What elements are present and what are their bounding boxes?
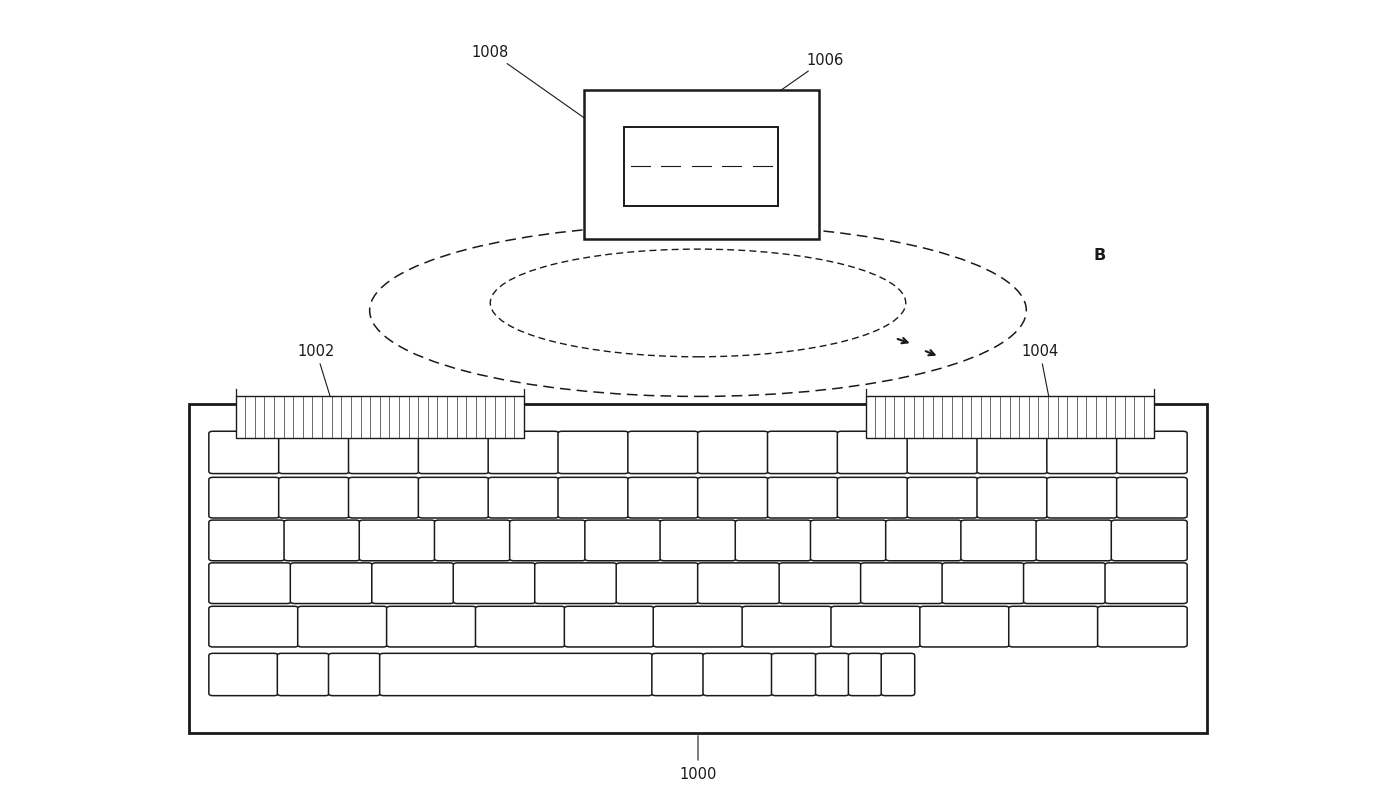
FancyBboxPatch shape xyxy=(815,654,849,695)
FancyBboxPatch shape xyxy=(628,478,698,519)
FancyBboxPatch shape xyxy=(209,432,279,474)
FancyBboxPatch shape xyxy=(209,520,285,561)
FancyBboxPatch shape xyxy=(558,432,628,474)
FancyBboxPatch shape xyxy=(628,432,698,474)
Bar xyxy=(584,91,818,240)
FancyBboxPatch shape xyxy=(907,432,977,474)
FancyBboxPatch shape xyxy=(476,606,565,647)
FancyBboxPatch shape xyxy=(977,478,1047,519)
FancyBboxPatch shape xyxy=(768,478,838,519)
FancyBboxPatch shape xyxy=(881,654,914,695)
FancyBboxPatch shape xyxy=(454,563,536,604)
FancyBboxPatch shape xyxy=(768,432,838,474)
FancyBboxPatch shape xyxy=(907,478,977,519)
FancyBboxPatch shape xyxy=(772,654,817,695)
FancyBboxPatch shape xyxy=(209,563,290,604)
FancyBboxPatch shape xyxy=(510,520,585,561)
FancyBboxPatch shape xyxy=(1009,606,1099,647)
FancyBboxPatch shape xyxy=(849,654,882,695)
FancyBboxPatch shape xyxy=(387,606,476,647)
Text: 1002: 1002 xyxy=(297,344,335,415)
FancyBboxPatch shape xyxy=(279,432,349,474)
FancyBboxPatch shape xyxy=(328,654,380,695)
FancyBboxPatch shape xyxy=(349,432,419,474)
FancyBboxPatch shape xyxy=(585,520,660,561)
Bar xyxy=(188,405,1208,733)
FancyBboxPatch shape xyxy=(736,520,811,561)
FancyBboxPatch shape xyxy=(838,432,907,474)
Text: 1000: 1000 xyxy=(680,736,716,781)
FancyBboxPatch shape xyxy=(283,520,360,561)
FancyBboxPatch shape xyxy=(660,520,736,561)
FancyBboxPatch shape xyxy=(371,563,454,604)
FancyBboxPatch shape xyxy=(489,432,558,474)
FancyBboxPatch shape xyxy=(279,478,349,519)
Bar xyxy=(236,397,524,438)
FancyBboxPatch shape xyxy=(838,478,907,519)
FancyBboxPatch shape xyxy=(349,478,419,519)
FancyBboxPatch shape xyxy=(811,520,886,561)
FancyBboxPatch shape xyxy=(920,606,1009,647)
FancyBboxPatch shape xyxy=(1047,478,1117,519)
FancyBboxPatch shape xyxy=(209,478,279,519)
Text: 1006: 1006 xyxy=(719,53,845,134)
FancyBboxPatch shape xyxy=(698,563,780,604)
Bar xyxy=(624,128,779,206)
FancyBboxPatch shape xyxy=(698,432,768,474)
FancyBboxPatch shape xyxy=(1036,520,1113,561)
FancyBboxPatch shape xyxy=(290,563,373,604)
FancyBboxPatch shape xyxy=(977,432,1047,474)
FancyBboxPatch shape xyxy=(960,520,1037,561)
FancyBboxPatch shape xyxy=(1111,520,1187,561)
FancyBboxPatch shape xyxy=(704,654,772,695)
FancyBboxPatch shape xyxy=(698,478,768,519)
FancyBboxPatch shape xyxy=(885,520,962,561)
FancyBboxPatch shape xyxy=(380,654,652,695)
FancyBboxPatch shape xyxy=(1023,563,1106,604)
FancyBboxPatch shape xyxy=(278,654,329,695)
FancyBboxPatch shape xyxy=(419,432,489,474)
FancyBboxPatch shape xyxy=(1106,563,1187,604)
FancyBboxPatch shape xyxy=(419,478,489,519)
FancyBboxPatch shape xyxy=(297,606,387,647)
FancyBboxPatch shape xyxy=(209,606,299,647)
FancyBboxPatch shape xyxy=(653,606,743,647)
FancyBboxPatch shape xyxy=(942,563,1025,604)
Text: 1008: 1008 xyxy=(472,45,595,127)
FancyBboxPatch shape xyxy=(743,606,832,647)
FancyBboxPatch shape xyxy=(1097,606,1187,647)
Bar xyxy=(866,397,1153,438)
FancyBboxPatch shape xyxy=(535,563,617,604)
FancyBboxPatch shape xyxy=(564,606,653,647)
FancyBboxPatch shape xyxy=(558,478,628,519)
FancyBboxPatch shape xyxy=(359,520,436,561)
FancyBboxPatch shape xyxy=(860,563,942,604)
FancyBboxPatch shape xyxy=(616,563,698,604)
Text: 1004: 1004 xyxy=(1020,344,1058,414)
FancyBboxPatch shape xyxy=(1117,478,1187,519)
FancyBboxPatch shape xyxy=(489,478,558,519)
FancyBboxPatch shape xyxy=(652,654,704,695)
FancyBboxPatch shape xyxy=(209,654,278,695)
FancyBboxPatch shape xyxy=(1117,432,1187,474)
FancyBboxPatch shape xyxy=(434,520,511,561)
FancyBboxPatch shape xyxy=(779,563,861,604)
FancyBboxPatch shape xyxy=(831,606,920,647)
FancyBboxPatch shape xyxy=(1047,432,1117,474)
Text: B: B xyxy=(1093,247,1106,263)
